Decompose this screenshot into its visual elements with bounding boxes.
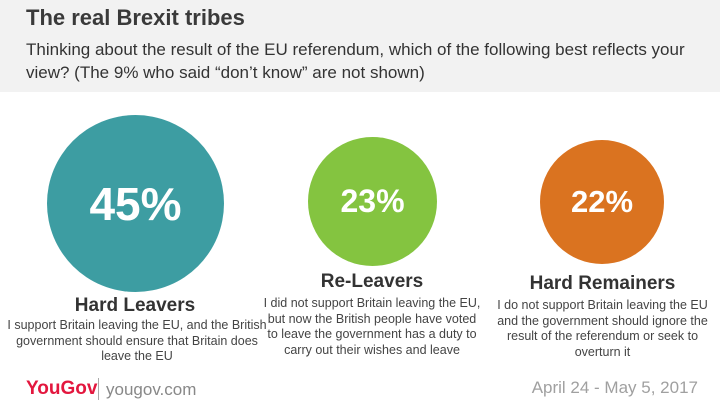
value-label-re-leavers: 23% bbox=[340, 183, 405, 219]
value-label-hard-remainers: 22% bbox=[570, 184, 634, 219]
category-name-hard-leavers: Hard Leavers bbox=[74, 295, 196, 316]
chart-title: The real Brexit tribes bbox=[26, 5, 245, 30]
footer-divider bbox=[98, 378, 99, 400]
description-re-leavers: I did not support Britain leaving the EU… bbox=[263, 296, 481, 357]
survey-date: April 24 - May 5, 2017 bbox=[531, 378, 698, 397]
bubble-hard-remainers: 22% bbox=[540, 140, 664, 264]
description-hard-leavers: I support Britain leaving the EU, and th… bbox=[7, 318, 267, 363]
description-hard-remainers: I do not support Britain leaving the EU … bbox=[497, 298, 708, 359]
yougov-logo: YouGov bbox=[26, 378, 98, 399]
bubble-hard-leavers: 45% bbox=[47, 115, 224, 292]
bubble-re-leavers: 23% bbox=[308, 137, 437, 266]
chart-subtitle: Thinking about the result of the EU refe… bbox=[26, 40, 685, 82]
category-name-re-leavers: Re-Leavers bbox=[320, 271, 424, 292]
footer-url: yougov.com bbox=[106, 380, 197, 399]
header-band: The real Brexit tribes Thinking about th… bbox=[0, 0, 720, 92]
category-name-hard-remainers: Hard Remainers bbox=[529, 273, 676, 294]
value-label-hard-leavers: 45% bbox=[89, 177, 182, 230]
